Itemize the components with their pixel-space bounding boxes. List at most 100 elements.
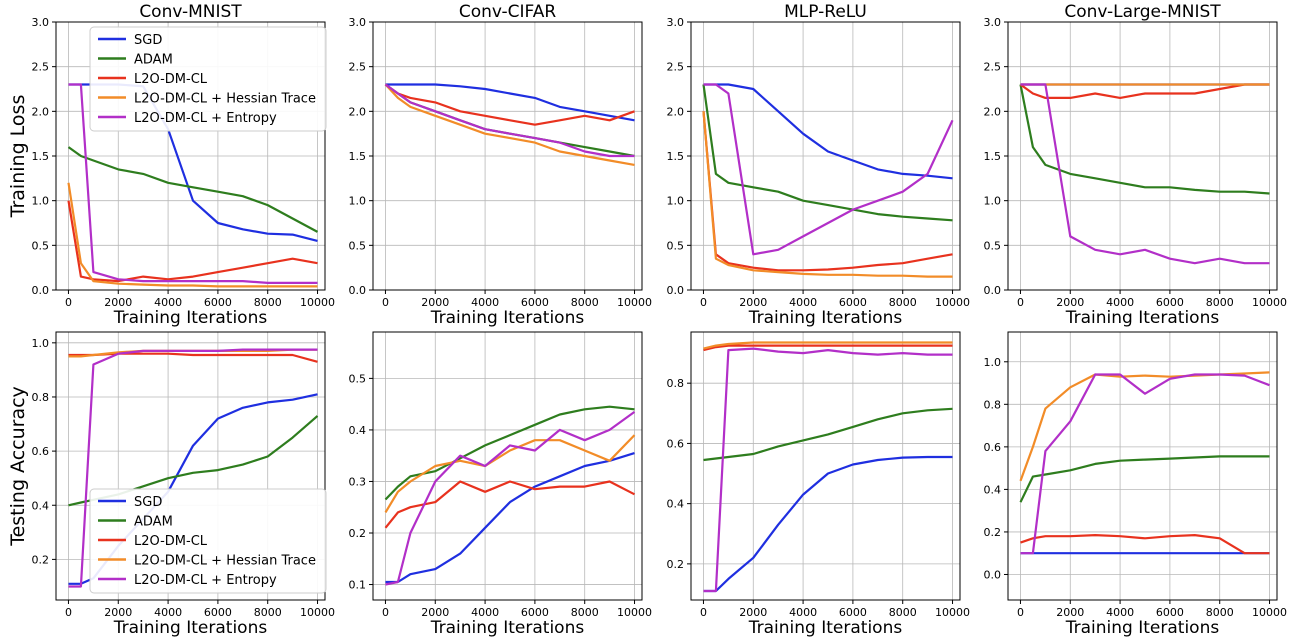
y-tick-label: 0.2 xyxy=(32,553,50,566)
legend-box xyxy=(89,26,327,132)
series-line-l2o-dm-cl-hessian-trace xyxy=(384,83,635,166)
x-axis-label: Training Iterations xyxy=(430,618,585,638)
series-line-l2o-dm-cl-entropy xyxy=(703,83,954,256)
y-tick-label: 2.5 xyxy=(349,61,367,74)
x-tick-label: 10000 xyxy=(1252,606,1287,619)
x-tick-label: 4000 xyxy=(471,606,499,619)
x-tick-label: 6000 xyxy=(839,606,867,619)
panel-title: MLP-ReLU xyxy=(784,2,867,22)
x-tick-label: 0 xyxy=(1017,606,1024,619)
series-line-l2o-dm-cl-hessian-trace xyxy=(67,182,318,288)
x-tick-label: 8000 xyxy=(1206,296,1234,309)
y-tick-label: 1.5 xyxy=(984,150,1002,163)
x-tick-label: 6000 xyxy=(204,606,232,619)
y-tick-label: 2.0 xyxy=(667,105,685,118)
y-tick-label: 2.0 xyxy=(349,105,367,118)
x-tick-label: 4000 xyxy=(154,296,182,309)
panel-6: 0 2000 4000 6000 8000 10000 0.1 0.2 0.3 0.4 0.5 Tra… xyxy=(349,331,652,638)
y-tick-label: 0.5 xyxy=(349,239,367,252)
y-tick-label: 0.2 xyxy=(349,527,367,540)
x-tick-label: 10000 xyxy=(935,296,970,309)
y-tick-label: 0.4 xyxy=(32,499,50,512)
series-group xyxy=(1019,371,1270,555)
y-tick-label: 1.0 xyxy=(32,337,50,350)
x-tick-label: 0 xyxy=(65,296,72,309)
panel-5: 0 2000 4000 6000 8000 10000 0.2 0.4 0.6 0.8 1.0 Tra… xyxy=(32,331,335,638)
panel-3: 0 2000 4000 6000 8000 10000 0.0 0.5 1.0 1.5 2.0 2.5… xyxy=(667,2,971,328)
series-group xyxy=(384,83,635,166)
y-tick-label: 0.8 xyxy=(984,398,1002,411)
legend-label: L2O-DM-CL xyxy=(134,72,208,87)
x-tick-label: 4000 xyxy=(789,296,817,309)
y-tick-label: 0.4 xyxy=(349,424,367,437)
x-tick-label: 0 xyxy=(65,606,72,619)
y-tick-label: 2.5 xyxy=(984,61,1002,74)
y-tick-label: 0.5 xyxy=(32,239,50,252)
x-axis-label: Training Iterations xyxy=(113,308,268,328)
x-tick-label: 4000 xyxy=(789,606,817,619)
x-tick-label: 8000 xyxy=(889,296,917,309)
x-tick-label: 2000 xyxy=(1056,606,1084,619)
legend-label: L2O-DM-CL + Entropy xyxy=(134,573,277,588)
panels: 0 2000 4000 6000 8000 10000 0.0 0.5 1.0 1.5 2.0 2.5… xyxy=(32,2,1288,638)
x-tick-label: 2000 xyxy=(104,296,132,309)
legend-label: L2O-DM-CL xyxy=(134,534,208,549)
x-tick-label: 0 xyxy=(382,606,389,619)
series-line-l2o-dm-cl-entropy xyxy=(68,83,318,284)
x-axis-label: Training Iterations xyxy=(748,618,903,638)
panel-8: 0 2000 4000 6000 8000 10000 0.0 0.2 0.4 0.6 0.8 1.0… xyxy=(984,331,1287,638)
x-axis-label: Training Iterations xyxy=(113,618,268,638)
legend-box xyxy=(89,488,327,594)
y-tick-label: 1.5 xyxy=(32,150,50,163)
series-line-sgd xyxy=(703,83,953,180)
series-group xyxy=(702,83,954,278)
y-tick-label: 0.8 xyxy=(32,391,50,404)
x-tick-label: 8000 xyxy=(571,606,599,619)
y-tick-label: 2.0 xyxy=(984,105,1002,118)
legend-label: SGD xyxy=(134,33,162,48)
series-line-l2o-dm-cl xyxy=(1020,533,1270,555)
x-tick-label: 8000 xyxy=(254,296,282,309)
series-line-adam xyxy=(384,405,635,501)
y-tick-label: 3.0 xyxy=(984,16,1002,29)
row-ylabel-testing-accuracy: Testing Accuracy xyxy=(7,386,29,547)
y-tick-label: 3.0 xyxy=(349,16,367,29)
x-tick-label: 2000 xyxy=(421,296,449,309)
y-tick-label: 0.2 xyxy=(667,558,685,571)
x-tick-label: 8000 xyxy=(889,606,917,619)
x-tick-label: 6000 xyxy=(521,296,549,309)
x-tick-label: 4000 xyxy=(1106,296,1134,309)
x-tick-label: 6000 xyxy=(521,606,549,619)
legends: SGD ADAM L2O-DM-CL L2O-DM-CL + Hessian Trac… xyxy=(89,26,327,594)
y-tick-label: 3.0 xyxy=(32,16,50,29)
series-line-l2o-dm-cl xyxy=(68,352,318,363)
x-tick-label: 0 xyxy=(700,296,707,309)
y-tick-label: 0.0 xyxy=(349,284,367,297)
series-line-l2o-dm-cl-entropy xyxy=(385,411,636,586)
x-tick-label: 10000 xyxy=(617,296,652,309)
y-tick-label: 0.2 xyxy=(984,526,1002,539)
x-tick-label: 10000 xyxy=(1252,296,1287,309)
y-tick-label: 1.0 xyxy=(32,195,50,208)
panel-title: Conv-CIFAR xyxy=(459,2,557,22)
panel-title: Conv-Large-MNIST xyxy=(1064,2,1221,22)
axes-frame xyxy=(55,331,326,601)
x-tick-label: 2000 xyxy=(739,296,767,309)
legend-label: L2O-DM-CL + Hessian Trace xyxy=(134,92,316,107)
series-line-l2o-dm-cl-hessian-trace xyxy=(703,341,953,350)
legend-label: ADAM xyxy=(134,53,173,68)
x-axis-label: Training Iterations xyxy=(1065,308,1220,328)
y-tick-label: 0.0 xyxy=(984,284,1002,297)
series-line-l2o-dm-cl-entropy xyxy=(68,348,318,588)
x-tick-label: 2000 xyxy=(104,606,132,619)
y-tick-label: 1.0 xyxy=(984,195,1002,208)
legend: SGD ADAM L2O-DM-CL L2O-DM-CL + Hessian Trac… xyxy=(89,26,327,132)
y-tick-label: 0.6 xyxy=(667,437,685,450)
y-tick-label: 3.0 xyxy=(667,16,685,29)
x-tick-label: 8000 xyxy=(1206,606,1234,619)
x-tick-label: 4000 xyxy=(1106,606,1134,619)
panel-2: 0 2000 4000 6000 8000 10000 0.0 0.5 1.0 1.5 2.0 2.5… xyxy=(349,2,653,328)
x-tick-label: 2000 xyxy=(421,606,449,619)
series-line-l2o-dm-cl-hessian-trace xyxy=(702,111,953,278)
